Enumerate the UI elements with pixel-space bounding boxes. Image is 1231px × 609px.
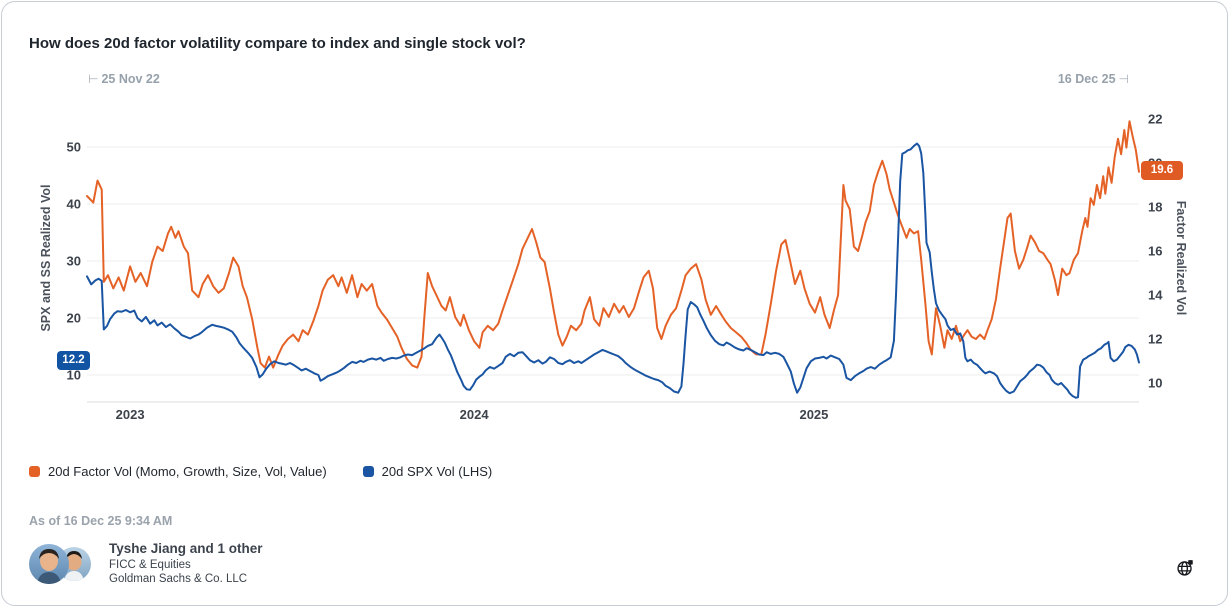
spx-last-value-badge: 12.2 <box>57 351 90 370</box>
x-axis-year-label: 2024 <box>460 407 490 422</box>
page-title: How does 20d factor volatility compare t… <box>29 35 526 52</box>
left-axis-title: SPX and SS Realized Vol <box>39 184 53 332</box>
left-axis-tick-label: 10 <box>67 368 81 383</box>
author-names[interactable]: Tyshe Jiang and 1 other <box>109 541 263 556</box>
x-axis-year-label: 2023 <box>116 407 145 422</box>
range-start-date: 25 Nov 22 <box>101 72 160 86</box>
chart-canvas[interactable]: 102030405010121416182022202320242025 <box>2 2 1228 442</box>
right-axis-tick-label: 16 <box>1148 244 1162 259</box>
author-team: FICC & Equities <box>109 559 191 571</box>
right-axis-tick-label: 12 <box>1148 332 1162 347</box>
right-axis-tick-label: 22 <box>1148 112 1162 127</box>
globe-icon[interactable] <box>1176 559 1194 577</box>
factor-vol-swatch-icon <box>29 466 40 477</box>
left-axis-tick-label: 30 <box>67 254 81 269</box>
spx-vol-swatch-icon <box>362 466 374 477</box>
author-firm: Goldman Sachs & Co. LLC <box>109 573 248 586</box>
avatar <box>29 543 69 584</box>
right-axis-tick-label: 18 <box>1148 200 1162 215</box>
right-axis-title: Factor Realized Vol <box>1174 200 1188 316</box>
x-axis-year-label: 2025 <box>799 407 828 422</box>
range-end-date: 16 Dec 25 <box>1057 72 1116 86</box>
left-axis-tick-label: 40 <box>67 197 81 212</box>
chart-legend: 20d Factor Vol (Momo, Growth, Size, Vol,… <box>29 464 492 479</box>
legend-label-factor-vol: 20d Factor Vol (Momo, Growth, Size, Vol,… <box>48 464 327 479</box>
as-of-timestamp: As of 16 Dec 25 9:34 AM <box>29 514 173 528</box>
range-start-label: ⊢ 25 Nov 22 <box>85 72 160 86</box>
legend-item-spx-vol[interactable]: 20d SPX Vol (LHS) <box>362 464 493 479</box>
legend-item-factor-vol[interactable]: 20d Factor Vol (Momo, Growth, Size, Vol,… <box>29 464 327 479</box>
right-axis-tick-label: 10 <box>1148 376 1162 391</box>
range-end-label: 16 Dec 25 ⊣ <box>1058 72 1132 86</box>
left-axis-tick-label: 50 <box>67 140 81 155</box>
series-line-factor[interactable] <box>86 120 1140 369</box>
author-footer: Tyshe Jiang and 1 other FICC & Equities … <box>29 541 263 587</box>
series-line-spx[interactable] <box>86 142 1140 399</box>
author-avatars <box>29 543 95 584</box>
factor-last-value-badge: 19.6 <box>1141 161 1183 180</box>
range-start-tick-icon: ⊢ <box>88 72 99 86</box>
legend-label-spx-vol: 20d SPX Vol (LHS) <box>381 464 493 479</box>
range-end-tick-icon: ⊣ <box>1118 72 1129 86</box>
right-axis-tick-label: 14 <box>1148 288 1163 303</box>
left-axis-tick-label: 20 <box>67 311 81 326</box>
